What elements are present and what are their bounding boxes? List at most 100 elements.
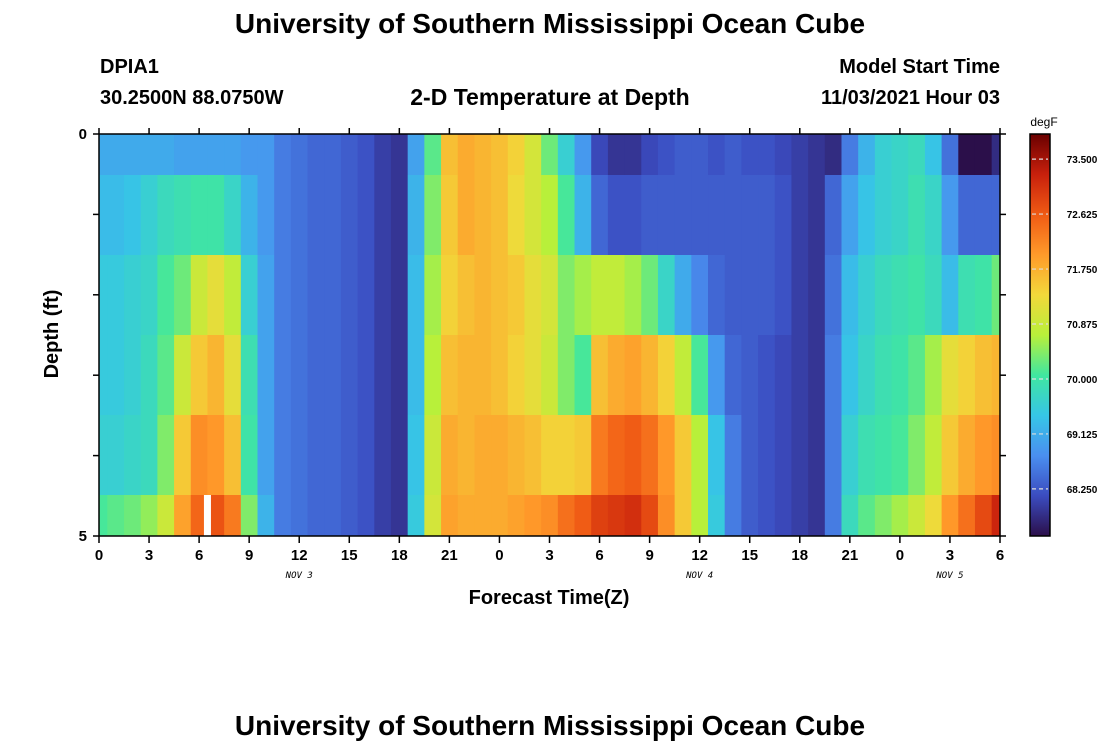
heatmap-cell xyxy=(457,255,476,335)
heatmap-cell xyxy=(858,175,876,255)
heatmap-cell xyxy=(257,415,275,495)
x-tick-label: 0 xyxy=(495,547,503,564)
heatmap-cell xyxy=(174,495,192,536)
heatmap-cell xyxy=(708,495,726,536)
heatmap-cell xyxy=(557,255,576,335)
heatmap-cell xyxy=(557,335,576,415)
heatmap-cell xyxy=(741,175,759,255)
heatmap-cell xyxy=(958,415,976,495)
heatmap-cell xyxy=(507,335,526,415)
heatmap-cell xyxy=(207,335,225,415)
heatmap-cell xyxy=(657,255,676,335)
heatmap-cell xyxy=(808,255,826,335)
heatmap-cell xyxy=(99,255,108,335)
heatmap-cell xyxy=(174,134,192,175)
heatmap-cell xyxy=(441,495,459,536)
heatmap-cell xyxy=(374,335,392,415)
heatmap-cell xyxy=(674,255,692,335)
heatmap-cell xyxy=(140,175,158,255)
heatmap-cell xyxy=(190,495,209,536)
x-tick-label: 9 xyxy=(645,547,653,564)
heatmap-cell xyxy=(924,134,943,175)
heatmap-cell xyxy=(841,175,859,255)
heatmap-cell xyxy=(991,335,1001,415)
heatmap-cell xyxy=(390,134,409,175)
heatmap-cell xyxy=(107,175,125,255)
heatmap-cell xyxy=(99,335,108,415)
heatmap-cell xyxy=(474,415,492,495)
heatmap-cell xyxy=(324,255,342,335)
x-tick-label: 6 xyxy=(195,547,203,564)
heatmap-cell xyxy=(441,255,459,335)
heatmap-cell xyxy=(758,335,776,415)
heatmap-cell xyxy=(390,255,409,335)
heatmap-cell xyxy=(157,415,175,495)
heatmap-cell xyxy=(257,255,275,335)
heatmap-cell xyxy=(274,495,292,536)
heatmap-cell xyxy=(424,255,442,335)
x-tick-label: 21 xyxy=(841,547,858,564)
x-tick-label: 18 xyxy=(391,547,408,564)
heatmap-cell xyxy=(491,255,509,335)
x-tick-label: 12 xyxy=(291,547,308,564)
heatmap-cell xyxy=(958,495,976,536)
heatmap-cell xyxy=(374,255,392,335)
heatmap-cell xyxy=(591,255,609,335)
heatmap-cell xyxy=(257,175,275,255)
heatmap-cell xyxy=(774,255,793,335)
heatmap-cell xyxy=(541,335,559,415)
heatmap-cell xyxy=(357,335,375,415)
heatmap-cell xyxy=(607,134,626,175)
heatmap-cell xyxy=(791,415,809,495)
heatmap-cell xyxy=(607,335,626,415)
heatmap-cell xyxy=(841,134,859,175)
heatmap-cell xyxy=(257,134,275,175)
heatmap-cell xyxy=(941,415,959,495)
heatmap-cell xyxy=(691,175,709,255)
heatmap-cell xyxy=(257,495,275,536)
heatmap-cell xyxy=(541,415,559,495)
heatmap-cell xyxy=(157,175,175,255)
heatmap-cell xyxy=(474,175,492,255)
heatmap-cell xyxy=(574,495,592,536)
heatmap-cell xyxy=(207,175,225,255)
heatmap-cell xyxy=(407,495,425,536)
heatmap-cell xyxy=(491,175,509,255)
heatmap-cell xyxy=(491,134,509,175)
x-tick-label: 6 xyxy=(996,547,1004,564)
heatmap-cell xyxy=(107,415,125,495)
heatmap-cell xyxy=(124,495,142,536)
heatmap-cell xyxy=(858,495,876,536)
heatmap-cell xyxy=(99,175,108,255)
heatmap-cell xyxy=(140,415,158,495)
heatmap-cell xyxy=(891,495,909,536)
heatmap-cell xyxy=(641,335,659,415)
heatmap-cell xyxy=(124,134,142,175)
heatmap-cell xyxy=(741,335,759,415)
heatmap-cell xyxy=(657,175,676,255)
heatmap-cell xyxy=(607,175,626,255)
heatmap-cell xyxy=(257,335,275,415)
heatmap-cell xyxy=(290,134,309,175)
heatmap-cell xyxy=(390,175,409,255)
heatmap-cell xyxy=(541,495,559,536)
heatmap-cell xyxy=(307,415,325,495)
heatmap-cell xyxy=(274,255,292,335)
heatmap-cell xyxy=(124,175,142,255)
heatmap-cell xyxy=(307,175,325,255)
heatmap-cell xyxy=(908,415,926,495)
heatmap-cell xyxy=(641,134,659,175)
heatmap-cell xyxy=(708,335,726,415)
heatmap-cell xyxy=(824,134,843,175)
heatmap-cell xyxy=(140,255,158,335)
colorbar-tick-label: 71.750 xyxy=(1067,265,1098,276)
heatmap-cell xyxy=(591,175,609,255)
x-tick-label: 3 xyxy=(145,547,153,564)
heatmap-cell xyxy=(874,335,893,415)
heatmap-cell xyxy=(958,335,976,415)
heatmap-cell xyxy=(290,175,309,255)
heatmap-cell xyxy=(474,134,492,175)
station-id: DPIA1 xyxy=(100,56,159,78)
heatmap-cell xyxy=(157,255,175,335)
heatmap-cell xyxy=(357,175,375,255)
